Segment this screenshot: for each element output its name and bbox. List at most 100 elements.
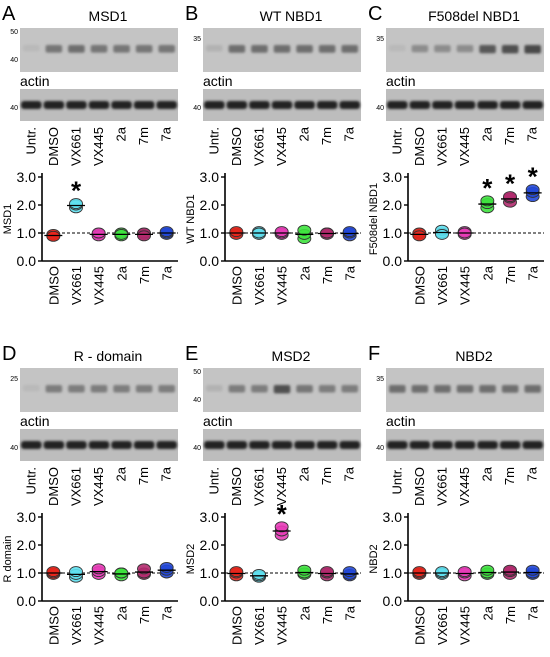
blot-band: [68, 385, 85, 393]
mw-marker: 35: [376, 36, 384, 43]
data-point: [137, 230, 151, 242]
panel-c: C F508del NBD1 35 actin 40 Untr. DMSO VX661 VX44…: [368, 3, 544, 305]
blot-band: [251, 45, 268, 53]
y-tick-label: 1.0: [383, 225, 403, 241]
actin-band: [226, 441, 248, 449]
lane-label: VX661: [434, 127, 449, 166]
actin-band: [454, 101, 476, 109]
lane-label: DMSO: [412, 467, 427, 506]
actin-mw-marker: 40: [10, 445, 18, 452]
lane-label: DMSO: [46, 467, 61, 506]
lane-label: VX661: [68, 467, 83, 506]
y-tick-label: 2.0: [383, 197, 403, 213]
blot-band: [45, 45, 63, 53]
x-category-label: DMSO: [229, 266, 244, 305]
x-category-label: 7m: [137, 606, 152, 624]
blot-band: [135, 385, 153, 393]
x-category-label: VX445: [92, 266, 107, 305]
blot-band: [135, 45, 153, 53]
y-tick-label: 0.0: [200, 253, 220, 269]
y-tick-label: 0.0: [17, 593, 37, 609]
lane-label: VX445: [91, 127, 106, 166]
blot-band: [524, 385, 541, 393]
y-axis-label: R domain: [2, 535, 14, 582]
x-category-label: VX445: [92, 606, 107, 645]
actin-band: [409, 441, 431, 449]
x-category-label: 7a: [160, 605, 175, 620]
actin-band: [133, 441, 155, 449]
y-tick-label: 3.0: [200, 169, 220, 185]
blot-band: [456, 385, 474, 393]
y-tick-label: 3.0: [17, 509, 37, 525]
actin-mw-marker: 40: [10, 105, 18, 112]
significance-marker: *: [528, 162, 539, 192]
blot-band: [434, 385, 451, 393]
x-category-label: 2a: [297, 605, 312, 620]
mw-marker: 35: [193, 36, 201, 43]
x-category-label: VX661: [252, 606, 267, 645]
lane-label: DMSO: [229, 127, 244, 166]
y-axis-label: MSD2: [185, 544, 197, 575]
panel-d: D R - domain 25 actin 40 Untr. DMSO VX661 VX445 2…: [2, 343, 178, 645]
lane-label: 7a: [342, 466, 357, 481]
actin-band: [271, 101, 293, 109]
data-point: [435, 228, 449, 240]
x-category-label: 2a: [480, 605, 495, 620]
data-point: [159, 226, 174, 238]
data-point: [342, 226, 357, 238]
x-category-label: DMSO: [412, 266, 427, 305]
actin-band: [477, 441, 498, 449]
actin-band: [66, 441, 87, 449]
actin-band: [111, 101, 132, 109]
y-axis-label: WT NBD1: [185, 194, 197, 243]
actin-mw-marker: 40: [376, 445, 384, 452]
blot-band: [296, 385, 313, 393]
y-tick-label: 1.0: [383, 565, 403, 581]
significance-marker: *: [482, 173, 493, 203]
y-tick-label: 2.0: [200, 537, 220, 553]
panel-letter: D: [2, 343, 16, 365]
panel-letter: B: [185, 3, 198, 25]
lane-label: VX661: [251, 467, 266, 506]
blot-title: F508del NBD1: [428, 8, 520, 24]
actin-band: [432, 441, 453, 449]
blot-band: [228, 385, 246, 393]
lane-label: 7a: [342, 126, 357, 141]
actin-band: [294, 101, 315, 109]
data-point: [525, 564, 540, 576]
actin-band: [156, 101, 177, 109]
lane-label: 7a: [159, 466, 174, 481]
lane-label: VX661: [251, 127, 266, 166]
mw-marker: 40: [193, 397, 201, 404]
data-point: [297, 564, 312, 576]
data-point: [342, 566, 357, 578]
lane-label: 2a: [114, 126, 129, 141]
data-point: [480, 564, 495, 576]
blot-band: [113, 385, 130, 393]
blot-band: [228, 45, 246, 53]
actin-label: actin: [203, 73, 233, 89]
blot-title: R - domain: [74, 348, 142, 364]
lane-label: 7a: [159, 126, 174, 141]
actin-mw-marker: 40: [193, 445, 201, 452]
blot-title: NBD2: [455, 348, 493, 364]
actin-band: [522, 441, 543, 449]
blot-band: [90, 45, 108, 53]
lane-label: Untr.: [23, 467, 38, 494]
lane-label: 7m: [502, 467, 517, 485]
blot-band: [45, 385, 63, 393]
actin-band: [111, 441, 132, 449]
actin-band: [316, 441, 338, 449]
x-category-label: VX445: [458, 266, 473, 305]
x-category-label: 7a: [526, 605, 541, 620]
blot-band: [479, 385, 496, 393]
blot-band: [434, 45, 451, 53]
actin-band: [294, 441, 315, 449]
y-tick-label: 2.0: [17, 197, 37, 213]
y-tick-label: 2.0: [383, 537, 403, 553]
y-tick-label: 3.0: [200, 509, 220, 525]
x-category-label: VX445: [275, 606, 290, 645]
actin-band: [499, 101, 521, 109]
lane-label: VX445: [457, 127, 472, 166]
blot-band: [23, 385, 40, 392]
